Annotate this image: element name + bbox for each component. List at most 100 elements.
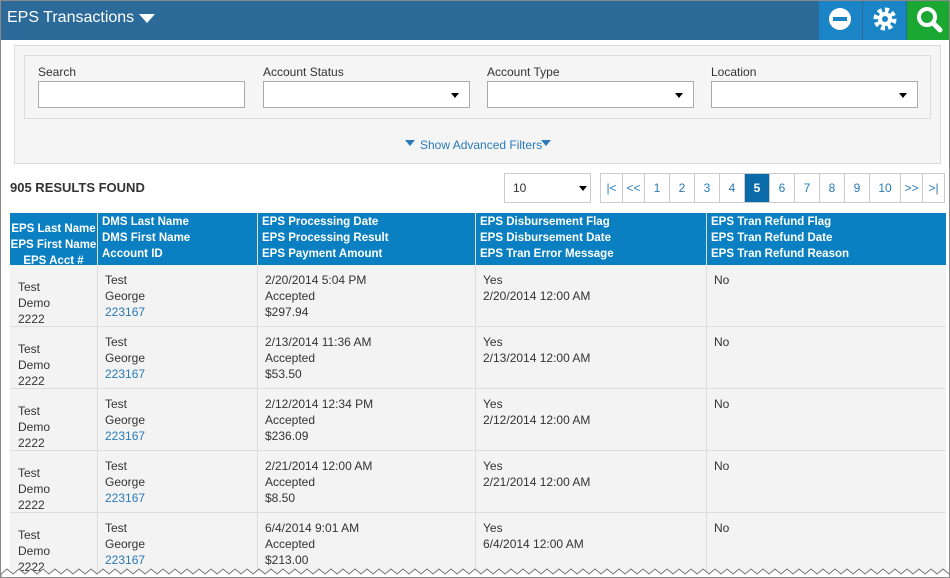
table-row (10, 389, 946, 451)
cell-text: Yes (483, 273, 503, 287)
account-link[interactable]: 223167 (105, 553, 146, 567)
page-button[interactable]: 5 (744, 173, 770, 203)
account-link[interactable]: 223167 (105, 305, 146, 319)
cell-text: Accepted (265, 475, 316, 489)
filter-label: Search (38, 65, 77, 79)
cell-text: No (714, 335, 730, 349)
cell-text: 2222 (18, 436, 45, 450)
filter-label: Location (711, 65, 757, 79)
page-size-value: 10 (513, 181, 527, 195)
title-caret[interactable] (139, 14, 155, 24)
cell-text: Yes (483, 459, 503, 473)
cell-text: Test (18, 280, 41, 294)
table-row (10, 451, 946, 513)
cell-text: Accepted (265, 351, 316, 365)
account-link[interactable]: 223167 (105, 367, 146, 381)
column-header: EPS Disbursement Flag (480, 216, 610, 228)
cell-text: Test (18, 466, 41, 480)
page-button[interactable]: 6 (769, 173, 795, 203)
page-button[interactable]: |< (600, 173, 623, 203)
cell-text: Accepted (265, 537, 316, 551)
page-button[interactable]: 8 (819, 173, 845, 203)
cell-text: No (714, 459, 730, 473)
cell-text: Test (105, 459, 128, 473)
column-header: EPS Payment Amount (262, 248, 383, 260)
collapse-button[interactable] (819, 1, 862, 40)
cell-text: Test (18, 528, 41, 542)
page-button[interactable]: >> (900, 173, 923, 203)
column-divider (97, 265, 98, 575)
column-header: EPS Last Name (11, 223, 96, 235)
page-title[interactable]: EPS Transactions (7, 9, 135, 26)
cell-text: 2222 (18, 498, 45, 512)
cell-text: No (714, 397, 730, 411)
page-button[interactable]: 3 (694, 173, 720, 203)
page-button[interactable]: 2 (669, 173, 695, 203)
cell-text: 2/13/2014 12:00 AM (483, 351, 591, 365)
column-header: EPS Tran Refund Date (711, 232, 833, 244)
cell-text: 2222 (18, 312, 45, 326)
cell-text: Demo (18, 482, 51, 496)
cell-text: Test (105, 335, 128, 349)
cell-text: 6/4/2014 12:00 AM (483, 537, 584, 551)
page-button[interactable]: 4 (719, 173, 745, 203)
filter-label: Account Status (263, 65, 344, 79)
caret (541, 140, 551, 146)
table-row (10, 265, 946, 327)
cell-text: No (714, 273, 730, 287)
cell-text: $8.50 (265, 491, 296, 505)
column-header: EPS Processing Date (262, 216, 379, 228)
cell-text: George (105, 413, 146, 427)
cell-text: 2222 (18, 560, 45, 574)
column-header: EPS First Name (10, 239, 97, 251)
page-button[interactable]: 1 (644, 173, 670, 203)
column-divider (475, 265, 476, 575)
page-button[interactable]: >| (922, 173, 945, 203)
cell-text: Demo (18, 358, 51, 372)
account-link[interactable]: 223167 (105, 491, 146, 505)
cell-text: Test (105, 521, 128, 535)
cell-text: Demo (18, 544, 51, 558)
cell-text: $53.50 (265, 367, 302, 381)
cell-text: George (105, 475, 146, 489)
cell-text: Demo (18, 296, 51, 310)
column-header: DMS First Name (102, 232, 191, 244)
page-size-select[interactable]: 10 (504, 173, 591, 203)
cell-text: 2/13/2014 11:36 AM (265, 335, 372, 349)
cell-text: Test (18, 404, 41, 418)
column-header: EPS Disbursement Date (480, 232, 612, 244)
cell-text: Demo (18, 420, 51, 434)
cell-text: 2/20/2014 12:00 AM (483, 289, 591, 303)
cell-text: George (105, 537, 146, 551)
settings-button[interactable] (863, 1, 906, 40)
cell-text: $297.94 (265, 305, 309, 319)
page-button[interactable]: << (622, 173, 645, 203)
page-button[interactable]: 10 (869, 173, 901, 203)
cell-text: 6/4/2014 9:01 AM (265, 521, 360, 535)
filter-select[interactable] (263, 81, 470, 108)
cell-text: Yes (483, 521, 503, 535)
cell-text: Test (18, 342, 41, 356)
filter-select[interactable] (711, 81, 918, 108)
search-input[interactable] (38, 81, 245, 108)
advanced-filters-link[interactable]: Show Advanced Filters (420, 138, 543, 152)
page-button[interactable]: 7 (794, 173, 820, 203)
cell-text: $213.00 (265, 553, 309, 567)
search-button[interactable] (907, 1, 949, 40)
results-count: 905 RESULTS FOUND (10, 180, 145, 195)
cell-text: George (105, 289, 146, 303)
page-button[interactable]: 9 (844, 173, 870, 203)
account-link[interactable]: 223167 (105, 429, 146, 443)
column-divider (257, 265, 258, 575)
column-header: Account ID (102, 248, 163, 260)
cell-text: 2222 (18, 374, 45, 388)
cell-text: Accepted (265, 289, 316, 303)
cell-text: 2/20/2014 5:04 PM (265, 273, 367, 287)
column-header: EPS Tran Refund Reason (711, 248, 850, 260)
column-header: DMS Last Name (102, 216, 189, 228)
cell-text: $236.09 (265, 429, 309, 443)
filter-select[interactable] (487, 81, 694, 108)
column-header: EPS Processing Result (262, 232, 389, 244)
cell-text: Test (105, 397, 128, 411)
